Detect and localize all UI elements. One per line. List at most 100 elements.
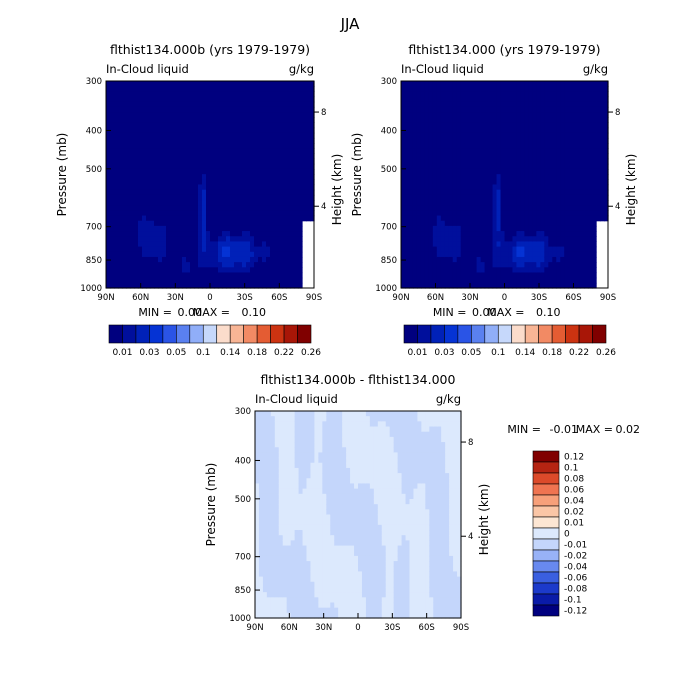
heatmap-cell (572, 81, 577, 87)
heatmap-cell (226, 117, 231, 123)
heatmap-cell (146, 122, 151, 129)
heatmap-cell (540, 158, 545, 165)
heatmap-cell (568, 262, 573, 268)
heatmap-cell (592, 96, 597, 103)
heatmap-cell (294, 163, 299, 170)
heatmap-cell (266, 457, 272, 464)
heatmap-cell (266, 184, 271, 191)
heatmap-cell (556, 148, 561, 155)
heatmap-cell (262, 200, 267, 206)
heatmap-cell (262, 530, 268, 536)
heatmap-cell (258, 262, 263, 268)
heatmap-cell (118, 101, 123, 108)
heatmap-cell (134, 91, 139, 98)
heatmap-cell (130, 174, 135, 180)
heatmap-cell (258, 411, 264, 417)
heatmap-cell (294, 86, 299, 92)
heatmap-cell (194, 256, 199, 263)
heatmap-cell (318, 576, 323, 583)
heatmap-cell (122, 153, 127, 160)
heatmap-cell (178, 132, 183, 139)
heatmap-cell (154, 148, 159, 155)
heatmap-cell (142, 267, 147, 274)
heatmap-cell (568, 153, 573, 160)
heatmap-cell (544, 189, 549, 196)
heatmap-cell (412, 101, 418, 108)
heatmap-cell (464, 163, 470, 170)
heatmap-cell (596, 117, 601, 123)
heatmap-cell (290, 530, 296, 536)
heatmap-cell (286, 200, 291, 206)
heatmap-cell (310, 488, 316, 495)
heatmap-cell (416, 262, 422, 268)
heatmap-cell (238, 184, 243, 191)
heatmap-cell (520, 200, 525, 206)
heatmap-cell (202, 81, 207, 87)
heatmap-cell (286, 205, 291, 211)
heatmap-cell (306, 112, 311, 118)
heatmap-cell (516, 215, 522, 222)
heatmap-cell (472, 184, 478, 191)
heatmap-cell (452, 122, 458, 129)
heatmap-cell (278, 179, 283, 186)
heatmap-cell (480, 200, 486, 206)
heatmap-cell (436, 236, 442, 243)
heatmap-cell (556, 256, 561, 263)
heatmap-cell (544, 282, 549, 289)
heatmap-cell (118, 179, 123, 186)
heatmap-cell (190, 158, 195, 165)
heatmap-cell (190, 143, 195, 149)
heatmap-cell (178, 168, 183, 175)
heatmap-cell (302, 137, 307, 144)
heatmap-cell (460, 267, 466, 274)
heatmap-cell (222, 205, 227, 211)
heatmap-cell (596, 158, 601, 165)
heatmap-cell (234, 117, 239, 123)
heatmap-cell (234, 277, 239, 284)
heatmap-cell (302, 498, 308, 505)
heatmap-cell (322, 478, 327, 485)
heatmap-cell (150, 277, 155, 284)
heatmap-cell (294, 267, 299, 274)
heatmap-cell (270, 277, 275, 284)
heatmap-cell (306, 597, 312, 604)
heatmap-cell (178, 174, 183, 180)
heatmap-cell (596, 168, 601, 175)
heatmap-cell (286, 106, 291, 113)
heatmap-cell (314, 462, 319, 469)
heatmap-cell (528, 153, 533, 160)
heatmap-cell (568, 127, 573, 134)
heatmap-cell (110, 174, 115, 180)
heatmap-cell (206, 127, 211, 134)
heatmap-cell (488, 282, 494, 289)
heatmap-cell (178, 282, 183, 289)
heatmap-cell (290, 493, 296, 500)
heatmap-cell (266, 122, 271, 129)
heatmap-cell (552, 174, 557, 180)
heatmap-cell (468, 132, 474, 139)
heatmap-cell (286, 153, 291, 160)
heatmap-cell (298, 137, 303, 144)
heatmap-cell (448, 96, 454, 103)
heatmap-cell (604, 117, 609, 123)
heatmap-cell (500, 184, 506, 191)
heatmap-cell (440, 194, 446, 201)
heatmap-cell (250, 127, 255, 134)
heatmap-cell (286, 210, 291, 217)
heatmap-cell (170, 231, 175, 237)
heatmap-cell (118, 86, 123, 92)
heatmap-cell (310, 493, 316, 500)
heatmap-cell (484, 148, 490, 155)
heatmap-cell (572, 106, 577, 113)
heatmap-cell (556, 251, 561, 258)
heatmap-cell (401, 194, 406, 201)
heatmap-cell (448, 282, 454, 289)
heatmap-cell (226, 277, 231, 284)
heatmap-cell (408, 132, 414, 139)
heatmap-cell (286, 132, 291, 139)
heatmap-cell (154, 246, 159, 253)
heatmap-cell (206, 246, 211, 253)
heatmap-cell (278, 483, 284, 490)
heatmap-cell (230, 189, 235, 196)
heatmap-cell (310, 519, 316, 526)
